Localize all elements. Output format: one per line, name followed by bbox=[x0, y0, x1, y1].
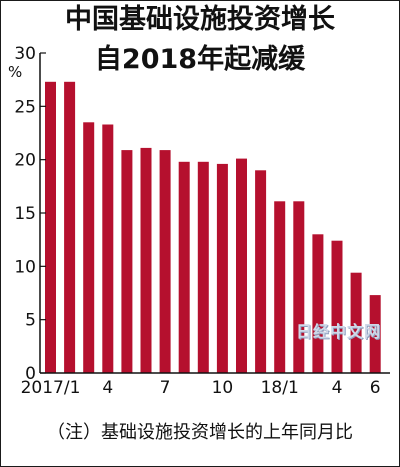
bar-2017/4 bbox=[102, 124, 114, 373]
bar-2017/7 bbox=[159, 150, 171, 373]
y-tick-label-0: 0 bbox=[25, 364, 36, 384]
chart-title-line-1: 中国基础设施投资增长 bbox=[65, 4, 335, 35]
bars-group bbox=[45, 81, 381, 374]
y-tick-label-5: 5 bbox=[25, 311, 36, 331]
bar-2017/6 bbox=[140, 147, 152, 373]
x-tick-label-3: 4 bbox=[102, 378, 113, 398]
x-tick-labels: 2017/1 4 7 10 18/1 4 6 bbox=[21, 378, 381, 398]
bar-2017/11 bbox=[236, 158, 247, 373]
bar-2017/2 bbox=[64, 81, 76, 374]
y-tick-label-15: 15 bbox=[14, 204, 36, 224]
bar-18/6 bbox=[369, 295, 381, 373]
x-tick-label-17: 6 bbox=[370, 378, 381, 398]
x-tick-label-6: 7 bbox=[160, 378, 171, 398]
bar-2017/1 bbox=[45, 81, 56, 374]
y-tick-label-10: 10 bbox=[14, 257, 36, 277]
bar-18/5 bbox=[350, 272, 362, 373]
chart-note: （注）基础设施投资增长的上年同月比 bbox=[47, 422, 353, 443]
x-tick-label-12: 18/1 bbox=[261, 378, 299, 398]
bar-2017/3 bbox=[83, 122, 95, 373]
y-tick-label-20: 20 bbox=[14, 151, 36, 171]
bar-18/2 bbox=[293, 201, 305, 373]
bar-2017/12 bbox=[255, 170, 267, 373]
bar-18/1 bbox=[274, 201, 286, 373]
x-tick-label-15: 4 bbox=[332, 378, 343, 398]
bar-18/4 bbox=[331, 240, 343, 373]
watermark-logo: 日经中文网 bbox=[296, 322, 382, 341]
y-axis-unit: % bbox=[8, 63, 23, 81]
axes-group bbox=[39, 52, 390, 374]
bar-2017/10 bbox=[216, 163, 228, 373]
bar-2017/9 bbox=[197, 161, 209, 373]
bar-2017/5 bbox=[121, 150, 133, 373]
y-tick-label-25: 25 bbox=[14, 97, 36, 117]
y-tick-labels: 0 5 10 15 20 25 30 bbox=[14, 44, 36, 384]
x-tick-label-0: 2017/1 bbox=[21, 378, 81, 398]
y-tick-label-30: 30 bbox=[14, 44, 36, 64]
bar-18/3 bbox=[312, 234, 324, 373]
bar-2017/8 bbox=[178, 161, 190, 373]
x-tick-label-9: 10 bbox=[212, 378, 234, 398]
chart-title-line-2: 自2018年起减缓 bbox=[94, 44, 306, 75]
